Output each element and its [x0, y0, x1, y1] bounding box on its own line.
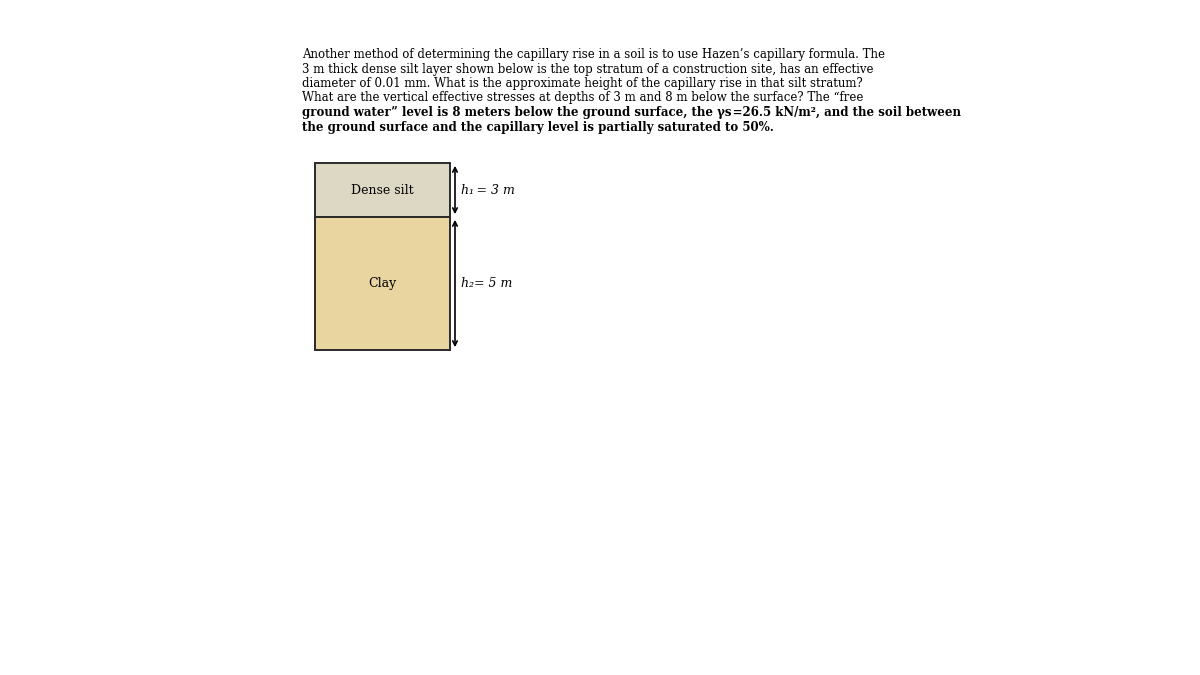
Text: h₁ = 3 m: h₁ = 3 m	[461, 184, 515, 196]
Bar	[314, 217, 450, 350]
Text: h₂= 5 m: h₂= 5 m	[461, 277, 512, 290]
Text: 3 m thick dense silt layer shown below is the top stratum of a construction site: 3 m thick dense silt layer shown below i…	[302, 63, 874, 76]
Bar	[314, 163, 450, 217]
Text: ground water” level is 8 meters below the ground surface, the γs =26.5 kN/m², an: ground water” level is 8 meters below th…	[302, 106, 961, 119]
Text: Dense silt: Dense silt	[352, 184, 414, 196]
Text: the ground surface and the capillary level is partially saturated to 50%.: the ground surface and the capillary lev…	[302, 121, 774, 134]
Text: diameter of 0.01 mm. What is the approximate height of the capillary rise in tha: diameter of 0.01 mm. What is the approxi…	[302, 77, 863, 90]
Text: Clay: Clay	[368, 277, 397, 290]
Text: What are the vertical effective stresses at depths of 3 m and 8 m below the surf: What are the vertical effective stresses…	[302, 92, 863, 105]
Text: Another method of determining the capillary rise in a soil is to use Hazen’s cap: Another method of determining the capill…	[302, 48, 886, 61]
